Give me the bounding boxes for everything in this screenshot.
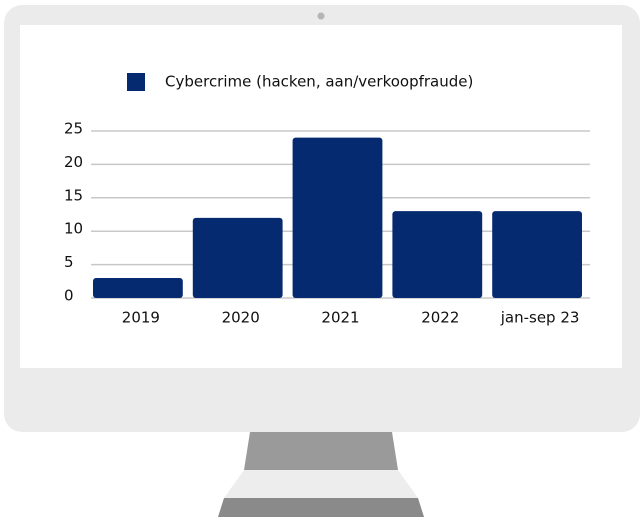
camera: [318, 13, 325, 20]
y-tick-label: 0: [64, 287, 74, 305]
monitor-chart: 0 5 10 15 20 25 Cybercrime (hacken, aan/verkoo…: [0, 0, 642, 517]
x-tick-label: 2021: [321, 309, 359, 327]
y-tick-label: 20: [64, 153, 83, 171]
x-tick-label: 2019: [122, 309, 160, 327]
bar: [293, 138, 383, 298]
x-tick-label: jan-sep 23: [500, 309, 580, 327]
bar: [93, 278, 183, 298]
y-tick-label: 10: [64, 220, 83, 238]
y-tick-label: 5: [64, 253, 74, 271]
y-tick-label: 25: [64, 120, 83, 138]
x-tick-label: 2020: [222, 309, 260, 327]
bar: [193, 218, 283, 298]
stand-middle: [224, 470, 418, 498]
stand-base: [218, 498, 424, 517]
bar: [392, 211, 482, 298]
legend-label: Cybercrime (hacken, aan/verkoopfraude): [165, 73, 473, 91]
y-tick-label: 15: [64, 186, 83, 204]
bar: [492, 211, 582, 298]
stand-neck: [244, 432, 398, 470]
legend-swatch: [127, 73, 145, 91]
x-tick-label: 2022: [421, 309, 459, 327]
